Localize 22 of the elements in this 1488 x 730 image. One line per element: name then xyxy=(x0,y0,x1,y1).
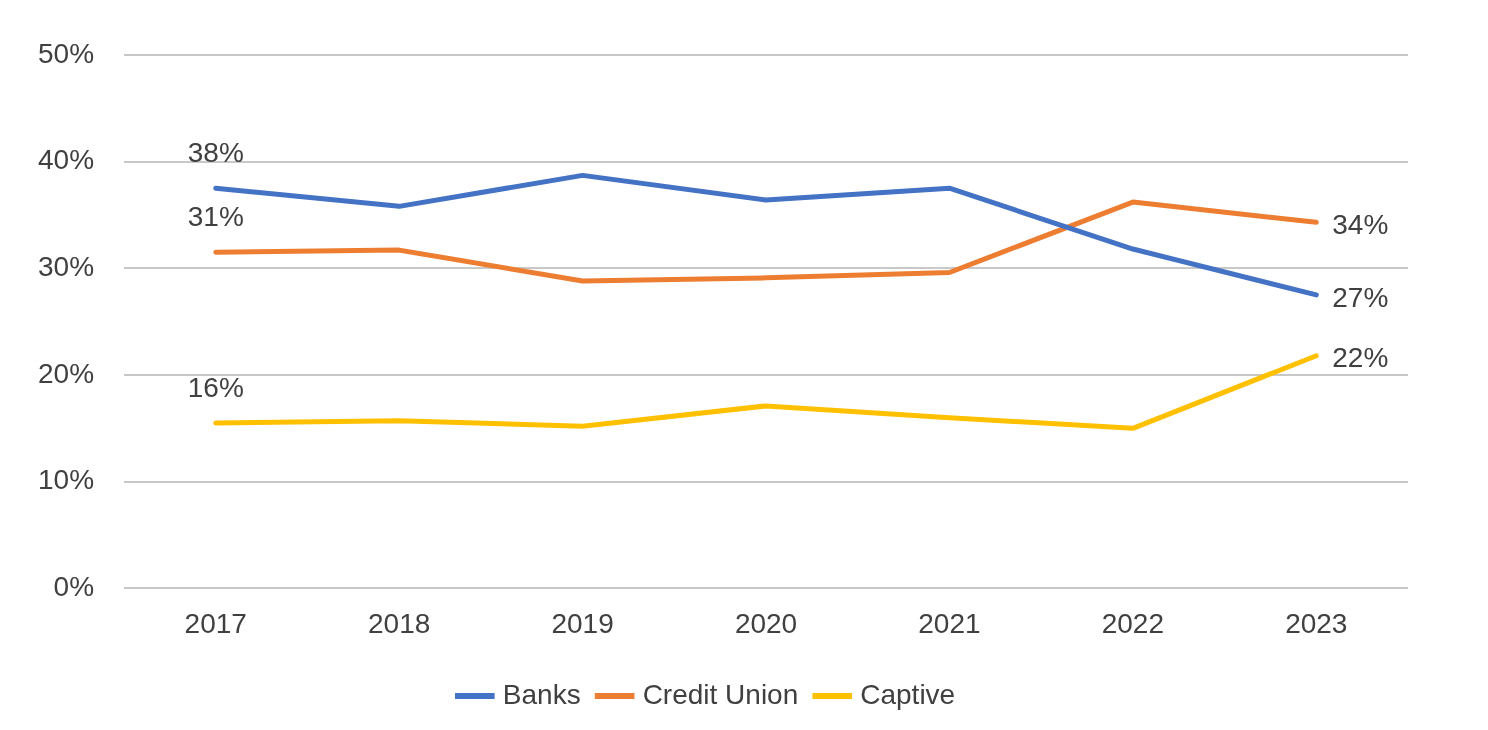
data-label: 27% xyxy=(1332,281,1389,313)
y-tick-label: 40% xyxy=(37,144,95,176)
legend-label: Banks xyxy=(502,678,581,710)
data-label: 16% xyxy=(187,371,244,403)
legend-label: Captive xyxy=(860,678,956,710)
x-tick-label: 2020 xyxy=(734,607,798,639)
x-tick-label: 2021 xyxy=(918,607,981,639)
data-label: 34% xyxy=(1332,209,1389,241)
y-tick-label: 50% xyxy=(37,37,95,69)
data-label: 22% xyxy=(1332,342,1389,374)
y-tick-label: 0% xyxy=(53,571,95,603)
data-label: 31% xyxy=(187,200,244,232)
legend-label: Credit Union xyxy=(642,678,799,710)
y-tick-label: 10% xyxy=(37,464,95,496)
y-tick-label: 30% xyxy=(37,250,95,282)
x-tick-label: 2022 xyxy=(1101,607,1165,639)
data-label: 38% xyxy=(187,136,244,168)
x-tick-label: 2018 xyxy=(368,607,431,639)
y-tick-label: 20% xyxy=(37,357,95,389)
x-tick-label: 2023 xyxy=(1285,607,1348,639)
x-tick-label: 2017 xyxy=(184,607,247,639)
x-tick-label: 2019 xyxy=(551,607,614,639)
